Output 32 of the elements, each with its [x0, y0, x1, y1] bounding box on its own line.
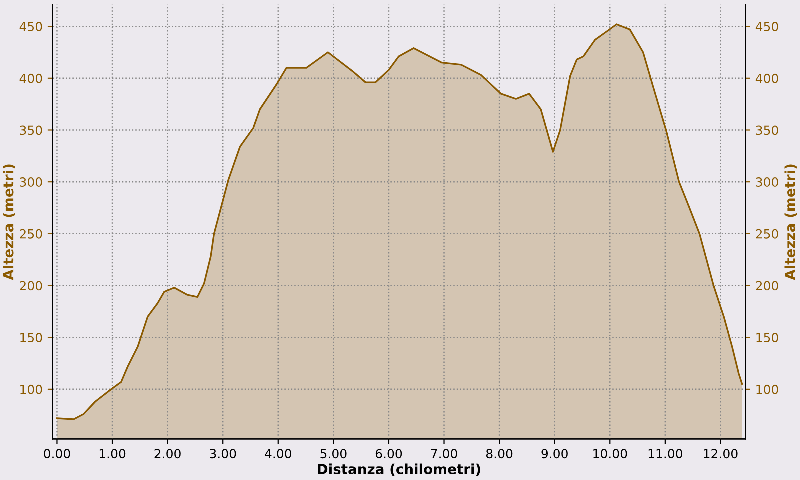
y-tick-label: 450	[20, 22, 42, 32]
x-tick-label: 1.00	[100, 449, 126, 459]
y-tick-label: 100	[20, 384, 42, 394]
y2-tick-label: 100	[756, 384, 778, 394]
y2-tick-label: 200	[756, 281, 778, 291]
y-tick-label: 200	[20, 281, 42, 291]
x-tick-label: 2.00	[154, 449, 181, 459]
x-tick-label: 9.00	[542, 449, 568, 459]
x-tick-label: 4.00	[265, 449, 292, 459]
x-tick-label: 12.00	[704, 449, 738, 459]
y-tick-label: 300	[20, 178, 42, 188]
y2-axis-title: Altezza (metri)	[784, 164, 798, 280]
y-tick-label: 150	[20, 333, 42, 343]
y2-tick-label: 400	[756, 74, 778, 84]
y2-tick-label: 450	[756, 22, 778, 32]
y2-tick-label: 300	[756, 178, 778, 188]
x-tick-label: 3.00	[210, 449, 236, 459]
x-tick-label: 11.00	[648, 449, 682, 459]
x-tick-label: 8.00	[486, 449, 513, 459]
x-tick-label: 5.00	[320, 449, 347, 459]
y2-tick-label: 250	[756, 229, 778, 239]
y2-tick-label: 350	[756, 126, 778, 136]
y2-tick-label: 150	[756, 333, 778, 343]
y-axis-title: Altezza (metri)	[3, 164, 16, 280]
y-tick-label: 350	[20, 126, 42, 136]
x-axis-title: Distanza (chilometri)	[318, 464, 480, 476]
x-tick-label: 10.00	[594, 449, 628, 459]
x-tick-label: 0.00	[44, 449, 70, 459]
y-tick-label: 400	[20, 74, 42, 84]
x-tick-label: 6.00	[376, 449, 402, 459]
x-tick-label: 7.00	[431, 449, 458, 459]
y-tick-label: 250	[20, 229, 42, 239]
